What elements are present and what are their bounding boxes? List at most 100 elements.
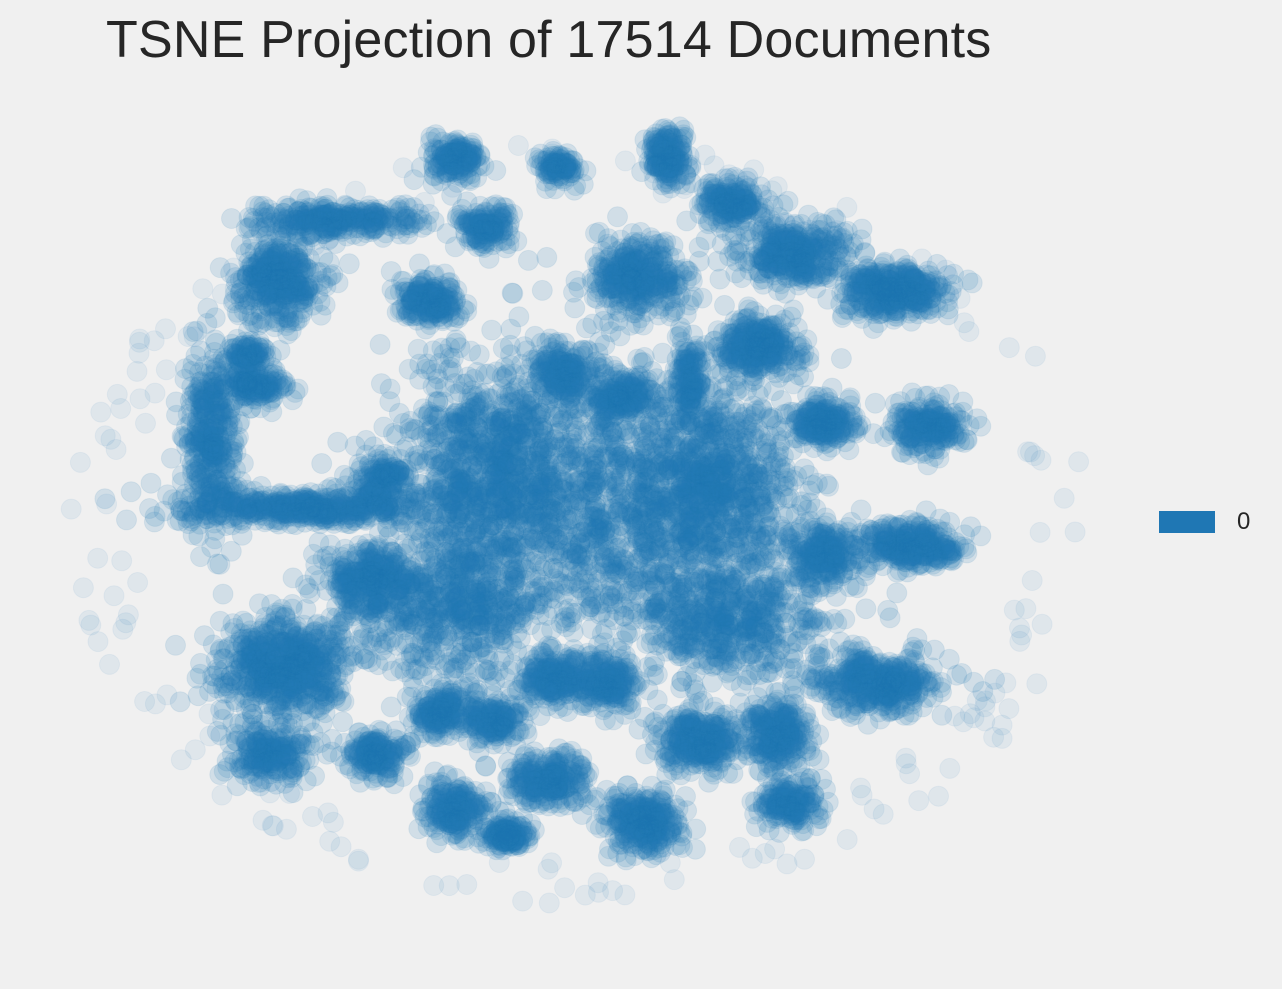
data-point (185, 393, 207, 415)
halo-point (512, 890, 534, 912)
data-point (251, 262, 273, 284)
halo-point (117, 604, 139, 626)
data-point (223, 430, 244, 452)
data-point (209, 474, 231, 496)
data-point (178, 424, 200, 446)
halo-point (100, 428, 122, 450)
halo-point (775, 214, 797, 235)
data-point (229, 411, 251, 432)
data-point (218, 476, 240, 498)
halo-point (703, 155, 725, 177)
data-point (214, 427, 236, 449)
halo-point (743, 159, 765, 181)
data-point (194, 446, 216, 468)
halo-point (87, 547, 109, 569)
halo-point (1020, 441, 1041, 463)
halo-point (776, 853, 798, 875)
data-point (563, 281, 584, 303)
data-point (202, 634, 224, 656)
halo-point (735, 178, 757, 200)
halo-point (438, 875, 460, 897)
halo-point (111, 550, 133, 572)
data-point (229, 282, 251, 304)
data-point (192, 402, 214, 424)
halo-point (1021, 570, 1043, 591)
data-point (189, 453, 211, 475)
data-point (192, 432, 214, 453)
halo-point (727, 169, 749, 191)
halo-point (998, 698, 1020, 720)
data-point (221, 437, 243, 458)
data-point (193, 401, 215, 423)
halo-point (99, 653, 120, 675)
halo-point (260, 215, 282, 236)
data-point (898, 290, 920, 312)
halo-point (177, 326, 199, 347)
data-point (193, 433, 215, 454)
data-point (248, 660, 270, 682)
halo-point (911, 248, 933, 270)
data-point (214, 452, 235, 474)
data-point (190, 390, 212, 412)
halo-point (184, 739, 206, 761)
data-point (198, 417, 219, 439)
data-point (593, 310, 614, 332)
data-point (116, 509, 137, 531)
data-point (209, 553, 231, 575)
halo-point (800, 225, 822, 246)
halo-point (110, 398, 132, 419)
halo-point (908, 790, 930, 812)
halo-point (750, 205, 771, 227)
data-point (226, 429, 248, 451)
data-point (190, 430, 212, 452)
data-point (197, 297, 219, 319)
halo-point (392, 157, 414, 179)
halo-point (413, 191, 435, 213)
halo-point (538, 892, 560, 914)
data-point (217, 362, 239, 384)
halo-point (794, 848, 815, 870)
data-point (920, 303, 942, 324)
data-point (220, 463, 241, 484)
data-point (208, 480, 230, 502)
data-point (203, 378, 225, 400)
data-point (212, 414, 234, 436)
halo-point (991, 714, 1013, 736)
chart-title: TSNE Projection of 17514 Documents (106, 11, 992, 69)
halo-point (754, 843, 776, 864)
data-point (630, 295, 652, 317)
data-point (191, 389, 213, 411)
halo-point (895, 747, 917, 769)
halo-point (143, 330, 165, 352)
data-point (211, 481, 233, 503)
data-point (212, 482, 234, 503)
halo-point (587, 872, 609, 894)
data-point (188, 469, 210, 491)
data-point (204, 519, 226, 541)
data-point (191, 391, 213, 413)
halo-point (304, 234, 326, 256)
data-point (264, 307, 285, 329)
data-point (591, 240, 613, 262)
data-point (403, 169, 425, 191)
data-point (922, 281, 944, 303)
data-point (187, 388, 209, 409)
data-point (805, 277, 827, 299)
halo-point (836, 196, 858, 218)
halo-point (761, 180, 783, 202)
halo-point (836, 829, 858, 850)
halo-point (423, 875, 445, 896)
data-point (181, 432, 203, 453)
halo-point (863, 798, 885, 820)
data-point (205, 376, 227, 398)
halo-point (251, 771, 272, 793)
halo-point (507, 135, 529, 156)
halo-point (80, 614, 102, 636)
data-point (194, 407, 216, 429)
halo-point (998, 337, 1020, 359)
data-point (214, 486, 236, 508)
data-point (196, 417, 218, 439)
data-point (206, 423, 228, 445)
data-point (94, 488, 116, 510)
